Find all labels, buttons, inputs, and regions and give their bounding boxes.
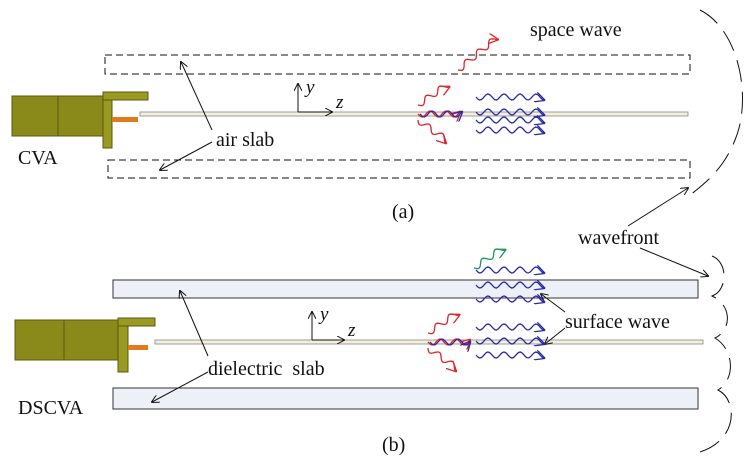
flange-tab xyxy=(103,92,148,100)
pointer xyxy=(640,248,708,276)
wave xyxy=(476,127,544,133)
wave xyxy=(476,117,544,123)
wavefront-arc xyxy=(690,10,742,195)
pointer xyxy=(628,188,688,226)
wave xyxy=(476,267,544,273)
space-wave-label: space wave xyxy=(530,19,622,41)
panel-b: y z surface wave dielectric slab DSCVA (… xyxy=(15,256,731,456)
dielectric-slab-top xyxy=(113,280,698,298)
antenna-label: DSCVA xyxy=(18,397,84,419)
surface-wave-label: surface wave xyxy=(565,311,670,333)
pointer xyxy=(160,142,212,170)
pin xyxy=(112,117,138,122)
panel-a: y z space wave air slab CVA (a) xyxy=(12,10,742,223)
wave xyxy=(428,314,459,334)
wavefront-arc xyxy=(700,256,731,452)
figure: y z space wave air slab CVA (a) y z surf… xyxy=(0,0,745,459)
air-slab-label: air slab xyxy=(216,129,274,151)
pin xyxy=(128,345,148,350)
axis-z-label: z xyxy=(335,92,344,113)
wave xyxy=(428,348,456,371)
air-slab-top xyxy=(105,55,690,74)
antenna-label: CVA xyxy=(18,147,58,169)
flange-tab xyxy=(118,318,155,326)
waves xyxy=(418,39,544,371)
connector xyxy=(15,320,119,360)
wave xyxy=(476,352,544,358)
panel-label: (b) xyxy=(382,434,405,456)
dielectric-slab-label: dielectric slab xyxy=(208,358,325,380)
panel-label: (a) xyxy=(392,201,414,223)
axis-z-label: z xyxy=(347,320,356,341)
wave xyxy=(418,120,446,143)
wave xyxy=(476,94,544,100)
wave xyxy=(474,249,505,269)
axis-y-label: y xyxy=(318,304,329,325)
dielectric-slab-bottom xyxy=(113,388,698,409)
wavefront-label: wavefront xyxy=(578,227,660,249)
wave xyxy=(476,324,544,330)
rod xyxy=(140,112,688,116)
pointer xyxy=(181,62,212,130)
wave xyxy=(418,86,449,106)
pointer xyxy=(180,291,208,356)
axis-y-label: y xyxy=(304,77,315,98)
air-slab-bottom xyxy=(108,160,690,178)
